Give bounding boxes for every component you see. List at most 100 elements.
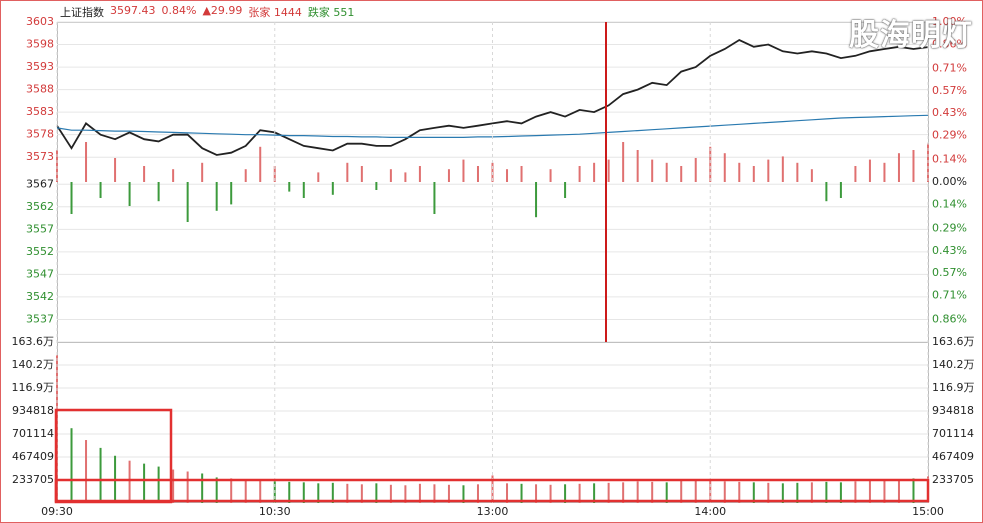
volume-bar xyxy=(680,480,683,503)
volume-bar xyxy=(796,482,799,503)
indicator-bar xyxy=(796,162,799,182)
indicator-bar xyxy=(85,142,88,182)
volume-bar xyxy=(825,481,828,503)
price-line xyxy=(56,38,929,156)
indicator-bar xyxy=(172,169,175,182)
y-tick-label: 934818 xyxy=(12,404,54,417)
volume-bar xyxy=(230,478,233,503)
volume-bar xyxy=(694,480,697,503)
indicator-bar xyxy=(143,166,146,182)
y2-tick-label: 0.86% xyxy=(932,313,967,326)
watermark: 股海明灯 xyxy=(849,18,973,53)
indicator-bar xyxy=(825,182,828,202)
volume-bar xyxy=(752,482,755,503)
volume-bar xyxy=(172,469,175,503)
volume-bar xyxy=(781,483,784,503)
volume-bar xyxy=(128,460,131,503)
indicator-bar xyxy=(215,182,218,211)
indicator-bar xyxy=(99,182,102,198)
indicator-bar xyxy=(752,166,755,182)
indicator-bar xyxy=(360,166,363,182)
volume-bar xyxy=(868,480,871,503)
volume-bar xyxy=(476,484,479,503)
indicator-bar xyxy=(622,142,625,182)
indicator-bar xyxy=(593,162,596,182)
volume-bar xyxy=(622,482,625,503)
volume-bar xyxy=(360,484,363,503)
volume-bar xyxy=(593,483,596,503)
indicator-bar xyxy=(738,162,741,182)
volume-bar xyxy=(346,483,349,503)
indicator-bar xyxy=(230,182,233,205)
y-tick-label: 233705 xyxy=(12,473,54,486)
x-tick-label: 09:30 xyxy=(41,505,73,518)
volume-bar xyxy=(810,482,813,503)
y-tick-label: 3562 xyxy=(26,200,54,213)
y2-tick-label: 0.57% xyxy=(932,266,967,279)
y-tick-label: 3542 xyxy=(26,290,54,303)
volume-bar xyxy=(738,481,741,503)
indicator-bar xyxy=(317,172,320,182)
volume-bar xyxy=(520,483,523,503)
volume-bar xyxy=(535,484,538,503)
y-tick-label: 3557 xyxy=(26,222,54,235)
volume-bar xyxy=(302,482,305,503)
y-tick-label: 163.6万 xyxy=(12,335,55,348)
volume-bar xyxy=(665,482,668,503)
up-label-text: 张家 xyxy=(248,6,271,19)
y2-tick-label: 0.14% xyxy=(932,197,967,210)
y-tick-label: 3578 xyxy=(26,128,54,141)
indicator-bar xyxy=(636,150,639,182)
volume-bar xyxy=(839,482,842,503)
indicator-bar xyxy=(665,162,668,182)
volume-bar xyxy=(99,447,102,503)
y-tick-label: 140.2万 xyxy=(12,358,55,371)
x-tick-label: 10:30 xyxy=(259,505,291,518)
y-tick-label: 116.9万 xyxy=(12,381,55,394)
indicator-bar xyxy=(868,159,871,182)
indicator-bar xyxy=(651,159,654,182)
y2-tick-label: 0.71% xyxy=(932,61,967,74)
volume-bar xyxy=(418,483,421,503)
indicator-bar xyxy=(157,182,160,202)
y-tick-label-right: 701114 xyxy=(932,427,974,440)
price: 3597.43 xyxy=(110,4,156,17)
y-tick-label: 3598 xyxy=(26,38,54,51)
volume-bar xyxy=(462,485,465,503)
y-tick-label-right: 116.9万 xyxy=(932,381,975,394)
volume-bar xyxy=(244,479,247,503)
volume-bar xyxy=(85,440,88,503)
down-count: 551 xyxy=(333,6,355,19)
volume-bar xyxy=(259,480,262,503)
indicator-bar xyxy=(418,166,421,182)
y2-tick-label: 0.29% xyxy=(932,221,967,234)
volume-bar xyxy=(578,483,581,503)
indicator-bar xyxy=(709,146,712,182)
y-tick-label: 3603 xyxy=(26,15,54,28)
volume-bar xyxy=(433,484,436,503)
y-tick-label: 701114 xyxy=(12,427,54,440)
volume-bar xyxy=(186,471,189,503)
indicator-bar xyxy=(912,150,915,182)
indicator-bar xyxy=(476,166,479,182)
change: ▲29.99 xyxy=(202,4,243,17)
indicator-bar xyxy=(854,166,857,182)
indicator-bar xyxy=(694,158,697,182)
volume-bar xyxy=(404,485,407,503)
indicator-bar xyxy=(288,182,291,192)
indicator-bar xyxy=(810,169,813,182)
indicator-bar xyxy=(462,159,465,182)
y2-tick-label: 0.86% xyxy=(932,37,967,50)
volume-bar xyxy=(389,484,392,503)
indicator-bar xyxy=(520,166,523,182)
indicator-bar xyxy=(389,169,392,182)
up-count: 1444 xyxy=(273,6,302,19)
y2-tick-label: 0.71% xyxy=(932,289,967,302)
y-tick-label: 3593 xyxy=(26,60,54,73)
index-name: 上证指数 xyxy=(60,6,104,19)
volume-bar xyxy=(883,480,886,503)
volume-bar xyxy=(143,463,146,503)
y2-tick-label: 0.00% xyxy=(932,175,967,188)
indicator-bar xyxy=(70,182,73,214)
